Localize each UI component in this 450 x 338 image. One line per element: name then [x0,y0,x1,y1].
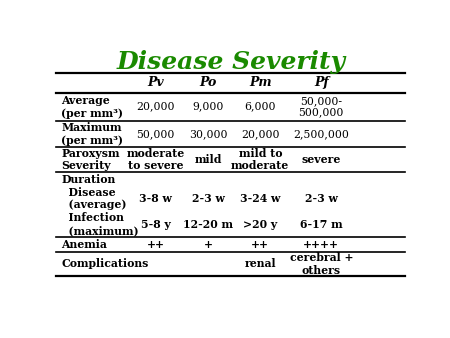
Text: Pm: Pm [249,76,272,89]
Text: 50,000: 50,000 [136,129,175,139]
Text: renal: renal [244,258,276,269]
Text: Average
(per mm³): Average (per mm³) [62,95,123,119]
Text: Pv: Pv [147,76,164,89]
Text: 12-20 m: 12-20 m [183,219,233,230]
Text: >20 y: >20 y [243,219,277,230]
Text: severe: severe [302,154,341,165]
Text: 2,500,000: 2,500,000 [293,129,349,139]
Text: Disease
  (average): Disease (average) [62,187,127,211]
Text: 6,000: 6,000 [244,102,276,112]
Text: Infection
  (maximum): Infection (maximum) [62,212,139,236]
Text: ++: ++ [147,239,165,250]
Text: Paroxysm
Severity: Paroxysm Severity [62,148,120,171]
Text: 5-8 y: 5-8 y [141,219,171,230]
Text: mild: mild [194,154,222,165]
Text: 30,000: 30,000 [189,129,227,139]
Text: Complications: Complications [62,258,149,269]
Text: 20,000: 20,000 [241,129,279,139]
Text: 2-3 w: 2-3 w [192,193,225,204]
Text: Pf: Pf [314,76,328,89]
Text: Maximum
(per mm³): Maximum (per mm³) [62,122,123,146]
Text: mild to
moderate: mild to moderate [231,148,289,171]
Text: Duration: Duration [62,173,116,185]
Text: 3-8 w: 3-8 w [139,193,172,204]
Text: moderate
to severe: moderate to severe [126,148,185,171]
Text: 2-3 w: 2-3 w [305,193,338,204]
Text: Po: Po [199,76,216,89]
Text: +: + [203,239,212,250]
Text: 50,000-
500,000: 50,000- 500,000 [299,96,344,118]
Text: 9,000: 9,000 [192,102,224,112]
Text: ++++: ++++ [303,239,339,250]
Text: 6-17 m: 6-17 m [300,219,342,230]
Text: cerebral +
others: cerebral + others [289,252,353,276]
Text: ++: ++ [251,239,269,250]
Text: Disease Severity: Disease Severity [116,50,345,74]
Text: 3-24 w: 3-24 w [240,193,280,204]
Text: Anemia: Anemia [62,239,108,250]
Text: 20,000: 20,000 [136,102,175,112]
